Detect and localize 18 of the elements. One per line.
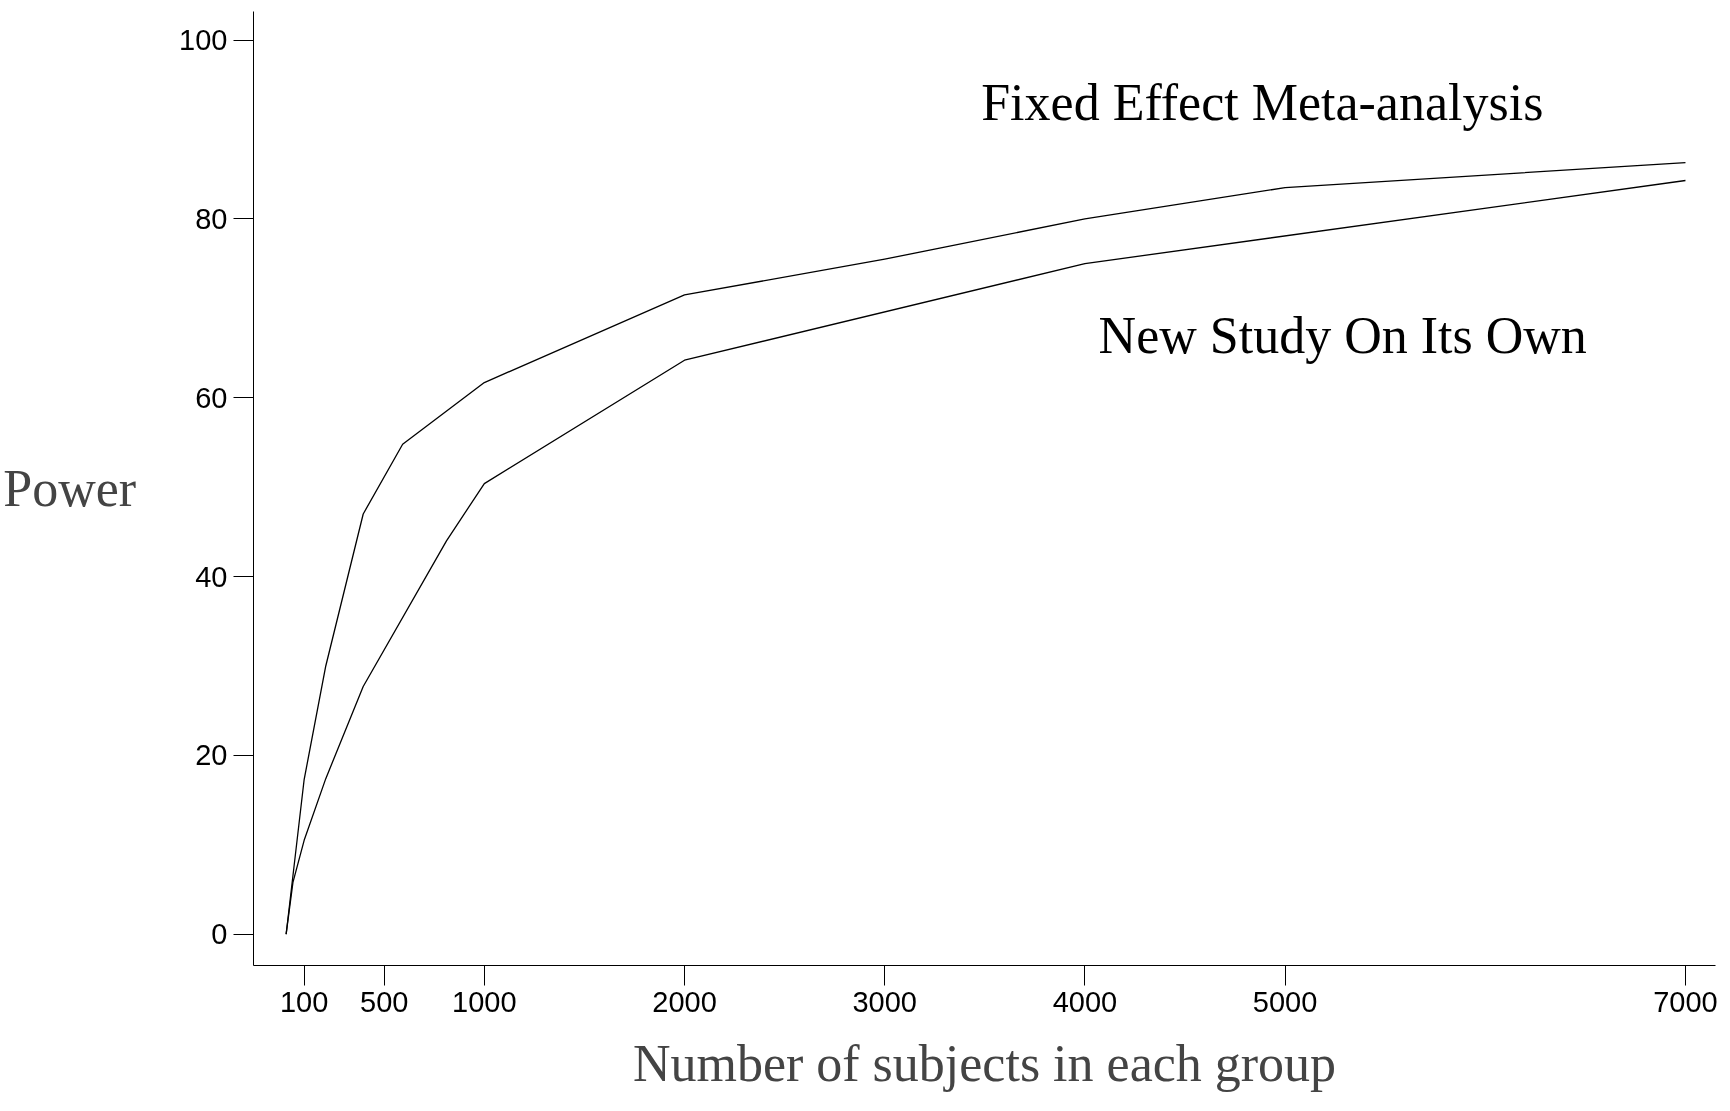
y-tick-label: 100 [179, 24, 228, 57]
y-tick-label: 20 [195, 739, 228, 772]
x-tick-label: 7000 [1653, 985, 1718, 1018]
y-axis-title: Power [3, 460, 137, 517]
y-tick-label: 80 [195, 202, 228, 235]
x-tick-label: 4000 [1052, 985, 1118, 1018]
x-tick-label: 5000 [1252, 985, 1318, 1018]
x-tick-label: 1000 [452, 985, 517, 1018]
y-tick-label: 0 [211, 918, 228, 951]
x-tick-label: 500 [360, 985, 409, 1018]
annotation: New Study On Its Own [1098, 307, 1587, 365]
x-axis-title: Number of subjects in each group [632, 1034, 1337, 1092]
x-tick-label: 3000 [852, 985, 917, 1018]
x-tick-label: 2000 [652, 985, 717, 1018]
annotation: Fixed Effect Meta-analysis [981, 73, 1544, 131]
y-tick-label: 60 [195, 381, 228, 414]
x-tick-label: 100 [279, 985, 329, 1018]
y-tick-label: 40 [195, 560, 228, 593]
